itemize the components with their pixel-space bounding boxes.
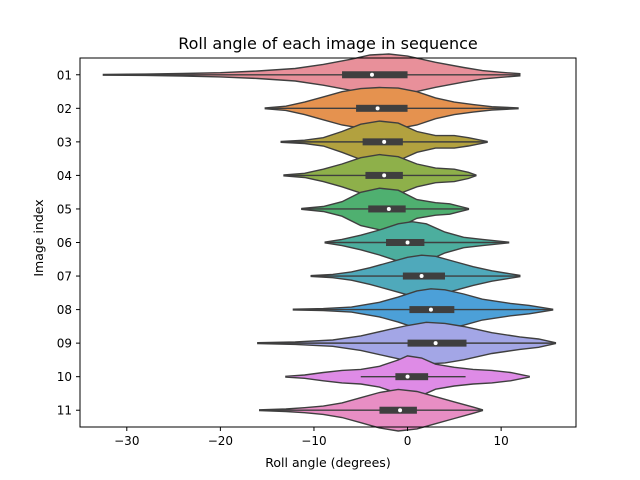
iqr-box-01 xyxy=(342,71,408,79)
median-point-09 xyxy=(433,341,438,346)
violin-02 xyxy=(264,86,519,130)
x-tick-label: −20 xyxy=(208,434,233,448)
x-tick-label: 10 xyxy=(493,434,508,448)
iqr-box-06 xyxy=(386,239,425,246)
violin-11 xyxy=(259,388,484,432)
y-tick-label: 08 xyxy=(57,303,72,317)
median-point-01 xyxy=(369,72,374,77)
plot-area xyxy=(102,53,557,432)
violin-08 xyxy=(292,288,554,332)
median-point-07 xyxy=(419,274,424,279)
y-tick-label: 06 xyxy=(57,236,72,250)
x-tick-label: −10 xyxy=(301,434,326,448)
y-tick-label: 05 xyxy=(57,202,72,216)
violin-07 xyxy=(310,254,521,298)
median-point-05 xyxy=(386,206,391,211)
median-point-02 xyxy=(375,106,380,111)
violin-01 xyxy=(102,53,521,97)
x-axis: −30 −20 −10 0 10 xyxy=(114,427,509,448)
median-point-04 xyxy=(382,173,387,178)
x-tick-label: −30 xyxy=(114,434,139,448)
violin-10 xyxy=(285,355,530,399)
x-axis-label: Roll angle (degrees) xyxy=(265,455,390,470)
violin-06 xyxy=(324,220,510,265)
violin-09 xyxy=(257,321,557,365)
chart-title: Roll angle of each image in sequence xyxy=(178,34,478,53)
y-axis: 01 02 03 04 05 06 07 08 09 10 11 xyxy=(57,68,80,418)
iqr-box-02 xyxy=(356,104,408,112)
y-tick-label: 07 xyxy=(57,270,72,284)
median-point-03 xyxy=(382,139,387,144)
y-tick-label: 11 xyxy=(57,404,72,418)
median-point-08 xyxy=(428,307,433,312)
y-tick-label: 10 xyxy=(57,370,72,384)
y-tick-label: 01 xyxy=(57,68,72,82)
y-tick-label: 02 xyxy=(57,102,72,116)
violin-04 xyxy=(283,153,477,197)
iqr-box-07 xyxy=(402,272,445,280)
median-point-06 xyxy=(405,240,410,245)
violin-03 xyxy=(280,120,488,164)
y-axis-label: Image index xyxy=(31,199,46,276)
iqr-box-10 xyxy=(395,373,429,381)
violin-05 xyxy=(301,187,470,231)
x-tick-label: 0 xyxy=(404,434,412,448)
y-tick-label: 03 xyxy=(57,135,72,149)
median-point-11 xyxy=(398,408,403,413)
median-point-10 xyxy=(405,374,410,379)
axes-frame xyxy=(79,57,577,428)
y-tick-label: 09 xyxy=(57,337,72,351)
y-tick-label: 04 xyxy=(57,169,72,183)
